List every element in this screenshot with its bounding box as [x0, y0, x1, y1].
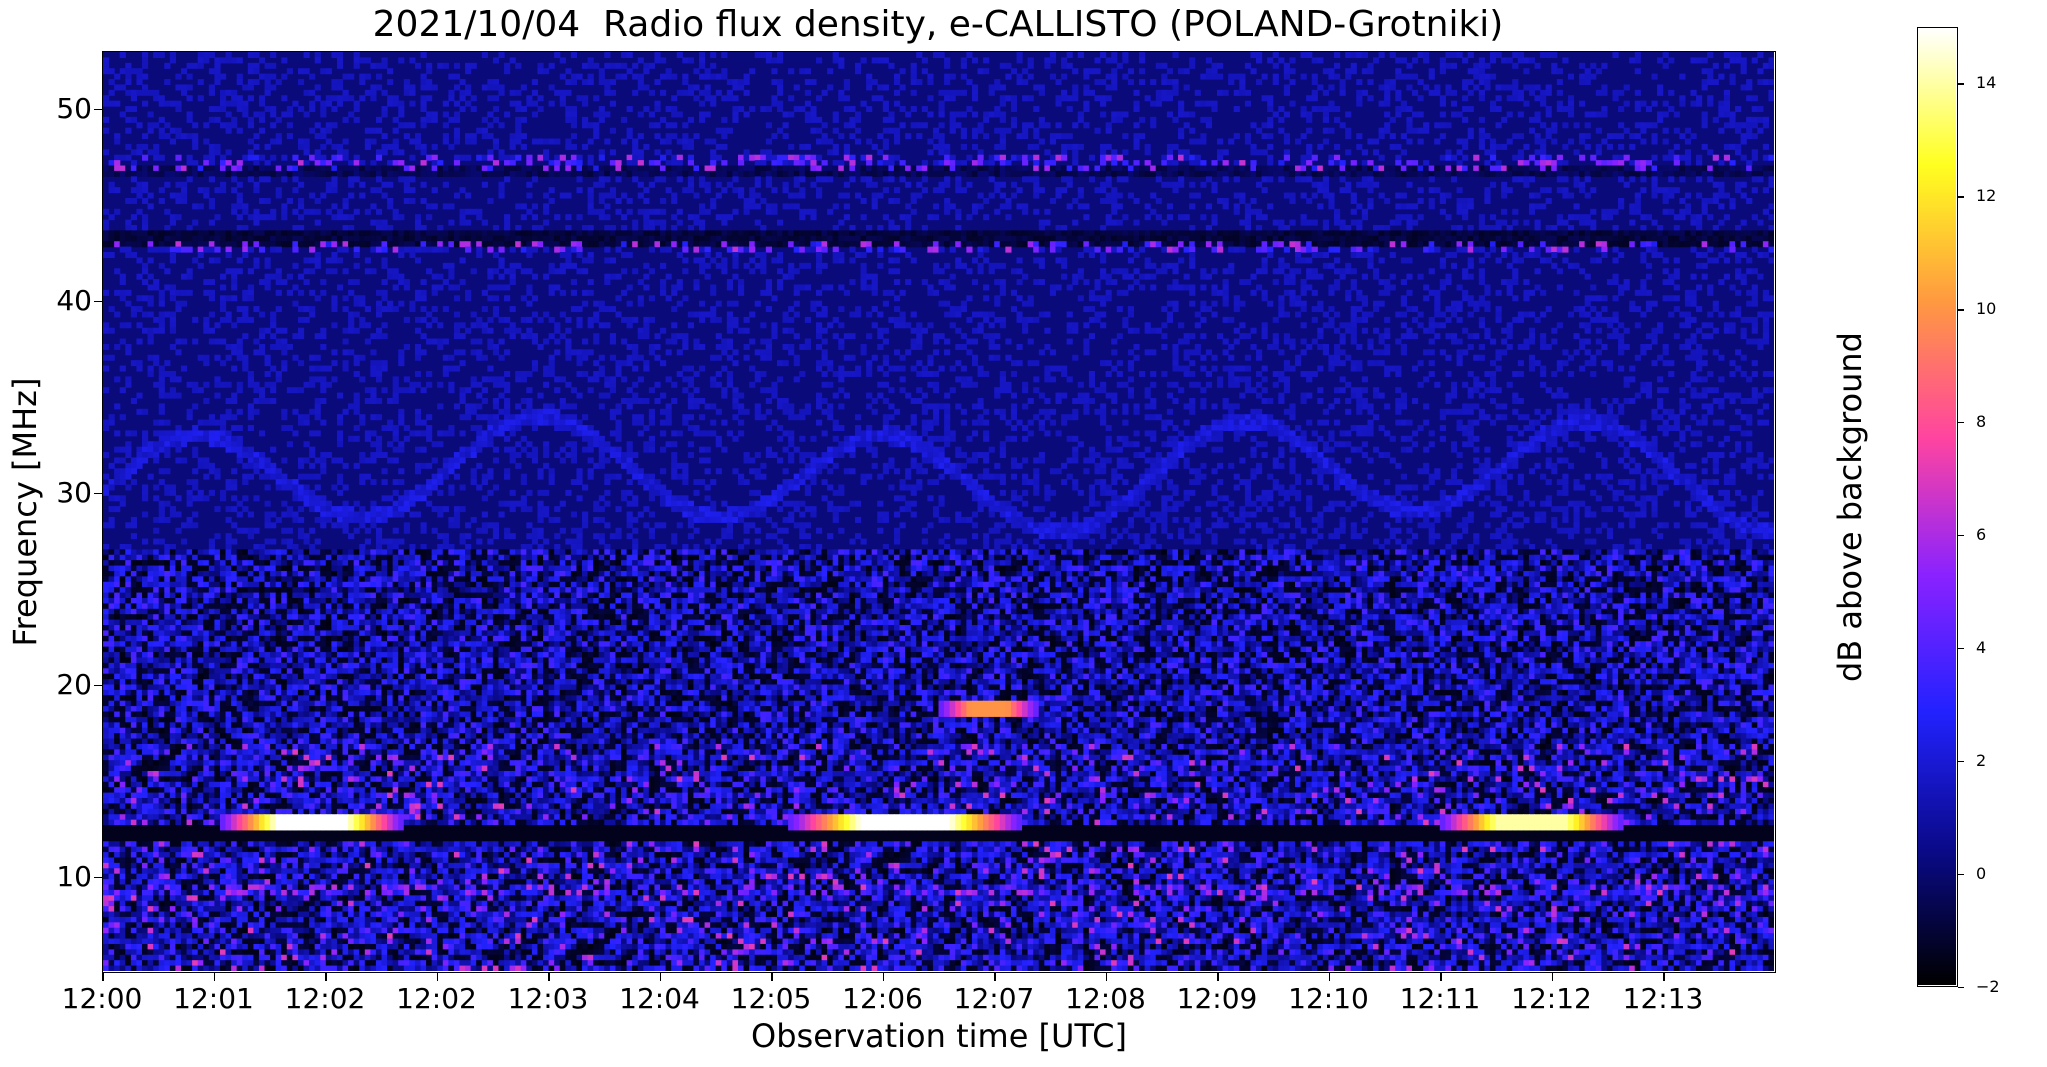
x-tick-mark [325, 973, 327, 981]
x-tick-mark [1105, 973, 1107, 981]
x-tick-label: 12:03 [478, 983, 618, 1015]
colorbar-tick-label: 6 [1976, 527, 1986, 543]
x-tick-label: 12:13 [1593, 983, 1733, 1015]
colorbar-tick-mark [1958, 83, 1964, 85]
x-tick-mark [1663, 973, 1665, 981]
spectrogram-heatmap [103, 52, 1774, 971]
colorbar-tick-label: 10 [1976, 301, 1996, 317]
colorbar-tick-mark [1958, 535, 1964, 537]
x-tick-label: 12:02 [255, 983, 395, 1015]
x-tick-label: 12:06 [813, 983, 953, 1015]
x-tick-mark [213, 973, 215, 981]
x-tick-mark [436, 973, 438, 981]
x-tick-mark [771, 973, 773, 981]
colorbar-label: dB above background [1828, 257, 1872, 757]
y-tick-mark [94, 492, 102, 495]
y-tick-mark [94, 108, 102, 111]
x-tick-label: 12:09 [1147, 983, 1287, 1015]
x-tick-mark [659, 973, 661, 981]
colorbar-tick-label: 8 [1976, 414, 1986, 430]
y-tick-label: 20 [0, 670, 92, 699]
x-tick-mark [102, 973, 104, 981]
x-tick-label: 12:08 [1036, 983, 1176, 1015]
colorbar-tick-label: 12 [1976, 188, 1996, 204]
spectrogram-plot-area [102, 51, 1776, 973]
y-tick-mark [94, 876, 102, 879]
x-tick-label: 12:12 [1482, 983, 1622, 1015]
y-tick-label: 30 [0, 478, 92, 507]
y-tick-mark [94, 684, 102, 687]
colorbar-tick-label: 4 [1976, 640, 1986, 656]
colorbar-tick-mark [1958, 987, 1964, 989]
y-tick-label: 10 [0, 862, 92, 891]
colorbar-tick-mark [1958, 196, 1964, 198]
colorbar-tick-mark [1958, 761, 1964, 763]
x-tick-mark [548, 973, 550, 981]
x-tick-mark [1217, 973, 1219, 981]
colorbar-tick-label: 14 [1976, 75, 1996, 91]
chart-title: 2021/10/04 Radio flux density, e-CALLIST… [102, 4, 1774, 45]
y-tick-mark [94, 300, 102, 303]
x-tick-label: 12:04 [590, 983, 730, 1015]
colorbar-tick-label: −2 [1976, 979, 2000, 995]
x-tick-label: 12:07 [924, 983, 1064, 1015]
x-tick-mark [994, 973, 996, 981]
y-tick-label: 40 [0, 286, 92, 315]
colorbar-tick-mark [1958, 309, 1964, 311]
x-tick-mark [1328, 973, 1330, 981]
x-tick-label: 12:11 [1370, 983, 1510, 1015]
x-tick-label: 12:02 [367, 983, 507, 1015]
colorbar-fill [1918, 28, 1956, 985]
x-tick-label: 12:10 [1259, 983, 1399, 1015]
x-tick-mark [1551, 973, 1553, 981]
colorbar-tick-mark [1958, 648, 1964, 650]
y-tick-label: 50 [0, 94, 92, 123]
colorbar-tick-mark [1958, 422, 1964, 424]
x-tick-mark [882, 973, 884, 981]
x-tick-label: 12:01 [144, 983, 284, 1015]
colorbar-tick-mark [1958, 874, 1964, 876]
x-axis-label: Observation time [UTC] [102, 1017, 1776, 1055]
x-tick-mark [1440, 973, 1442, 981]
colorbar-tick-label: 2 [1976, 753, 1986, 769]
x-tick-label: 12:00 [32, 983, 172, 1015]
colorbar-gradient [1918, 28, 1956, 985]
colorbar [1917, 27, 1958, 987]
colorbar-tick-label: 0 [1976, 866, 1986, 882]
x-tick-label: 12:05 [701, 983, 841, 1015]
